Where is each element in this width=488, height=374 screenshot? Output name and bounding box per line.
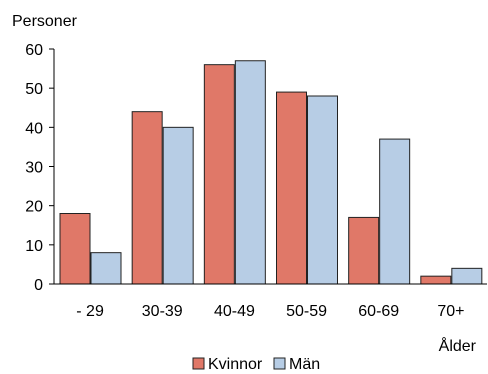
bar-1-1 <box>162 126 194 285</box>
bar-0-1 <box>131 111 163 285</box>
bar-1-5 <box>451 267 483 285</box>
legend-swatch-0 <box>192 357 205 370</box>
bar-1-4 <box>379 138 411 285</box>
legend-swatch-1 <box>273 357 286 370</box>
x-tick-label-2: 40-49 <box>214 303 255 320</box>
x-tick-label-3: 50-59 <box>286 303 327 320</box>
bar-0-3 <box>276 91 307 285</box>
legend-label-0: Kvinnor <box>208 356 263 373</box>
bar-0-5 <box>420 275 452 285</box>
y-tick-label-5: 50 <box>25 81 43 98</box>
bar-0-0 <box>59 213 91 285</box>
bar-0-2 <box>203 64 235 285</box>
bar-0-4 <box>348 216 380 285</box>
y-axis-label: Personer <box>12 13 78 30</box>
y-tick-label-1: 10 <box>25 238 43 255</box>
x-tick-label-4: 60-69 <box>358 303 399 320</box>
bar-1-0 <box>90 252 122 285</box>
bars-layer <box>59 60 483 285</box>
legend-label-1: Män <box>289 356 320 373</box>
y-tick-label-3: 30 <box>25 160 43 177</box>
x-tick-label-5: 70+ <box>437 303 464 320</box>
x-tick-label-1: 30-39 <box>142 303 183 320</box>
y-tick-label-0: 0 <box>34 277 43 294</box>
y-tick-label-6: 60 <box>25 42 43 59</box>
y-ticks: 0 10 20 30 40 50 60 <box>25 42 54 294</box>
legend: Kvinnor Män <box>192 356 320 373</box>
axes-layer <box>53 49 487 285</box>
y-tick-label-4: 40 <box>25 120 43 137</box>
y-tick-label-2: 20 <box>25 199 43 216</box>
bar-1-3 <box>307 95 338 285</box>
x-tick-label-0: - 29 <box>76 303 104 320</box>
x-ticks: - 29 30-39 40-49 50-59 60-69 70+ <box>76 303 464 320</box>
bar-1-2 <box>234 60 266 285</box>
x-axis-label: Ålder <box>439 336 477 355</box>
